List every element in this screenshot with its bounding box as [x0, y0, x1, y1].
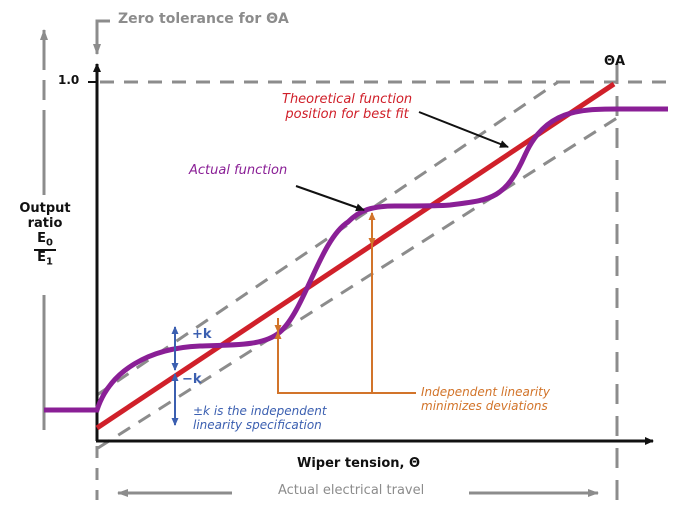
- theoretical-function-line: [95, 81, 616, 431]
- output-ratio-denominator: E1: [37, 249, 53, 268]
- k-spec-label: ±k is the independent linearity specific…: [193, 404, 327, 432]
- theoretical-function-label: Theoretical function position for best f…: [282, 92, 413, 122]
- actual-function-curve: [44, 106, 668, 413]
- upper-tolerance-line: [96, 80, 559, 397]
- y-axis-label-line2: ratio: [27, 215, 63, 231]
- y-axis-label-line1: Output: [19, 201, 71, 216]
- actual-function-label: Actual function: [189, 163, 288, 178]
- minus-k-label: −k: [182, 372, 202, 387]
- theoretical-function-pointer: [418, 111, 509, 148]
- independent-linearity-label: Independent linearity minimizes deviatio…: [421, 385, 550, 413]
- theta-a-label: ΘA: [604, 54, 626, 69]
- zero-tolerance-label: Zero tolerance for ΘA: [118, 11, 289, 27]
- lower-tolerance-line: [97, 116, 618, 450]
- actual-function-pointer: [295, 185, 365, 212]
- zero-tolerance-bracket: [93, 19, 110, 55]
- plus-k-label: +k: [192, 327, 212, 342]
- output-ratio-numerator: E0: [34, 232, 56, 251]
- y-axis-label: Output ratio E0 E1: [14, 201, 76, 268]
- x-axis-label: Wiper tension, Θ: [297, 456, 421, 471]
- travel-label: Actual electrical travel: [278, 483, 425, 498]
- label-backdrop: [10, 195, 86, 295]
- y-tick-label: 1.0: [58, 73, 80, 87]
